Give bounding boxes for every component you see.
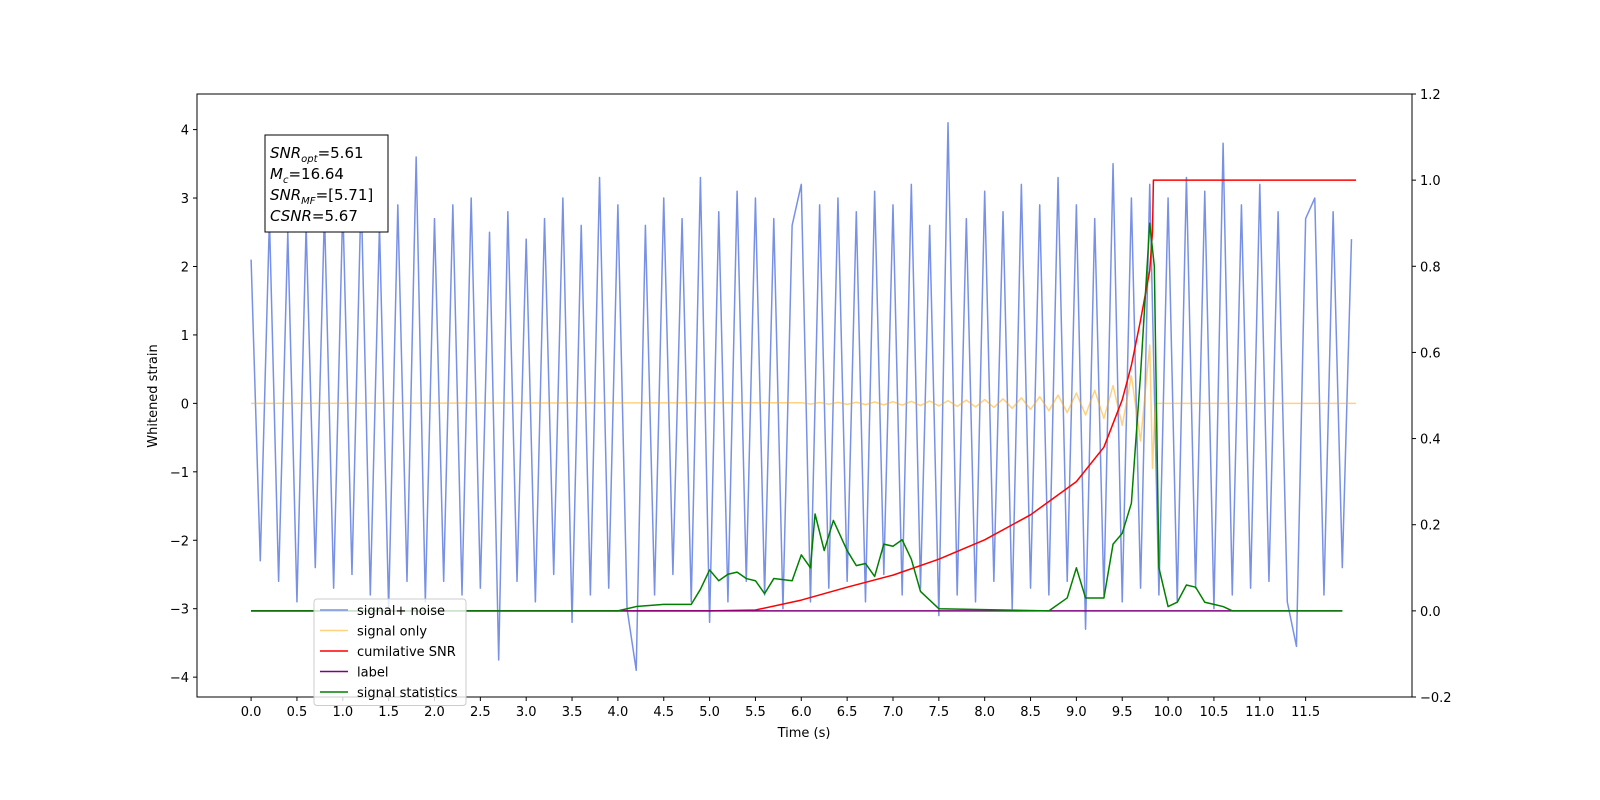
annotation-symbol: SNR bbox=[270, 186, 301, 204]
annotation-value: =5.67 bbox=[312, 207, 358, 225]
y-tick-label: 0 bbox=[181, 397, 189, 412]
x-tick-label: 5.0 bbox=[699, 705, 720, 720]
x-tick-label: 8.0 bbox=[974, 705, 995, 720]
x-axis-label: Time (s) bbox=[777, 726, 831, 741]
y-tick-label: −1 bbox=[170, 466, 189, 481]
legend-label: signal+ noise bbox=[357, 604, 445, 619]
annotation-text: SNRopt=5.61 bbox=[270, 144, 364, 165]
y2-tick-label: 1.0 bbox=[1420, 174, 1441, 189]
x-tick-label: 3.5 bbox=[562, 705, 583, 720]
x-tick-label: 1.5 bbox=[378, 705, 399, 720]
x-tick-label: 10.5 bbox=[1199, 705, 1228, 720]
annotation-box bbox=[264, 134, 389, 233]
legend-label: label bbox=[357, 666, 388, 681]
legend-label: signal statistics bbox=[357, 686, 458, 701]
y2-tick-label: −0.2 bbox=[1420, 691, 1452, 706]
y2-tick-label: 0.2 bbox=[1420, 519, 1441, 534]
annotation-text: SNRMF=[5.71] bbox=[270, 186, 373, 207]
y-tick-label: 3 bbox=[181, 192, 189, 207]
x-tick-label: 2.0 bbox=[424, 705, 445, 720]
y-tick-label: −3 bbox=[170, 603, 189, 618]
annotation-subscript: MF bbox=[301, 196, 316, 207]
annotation-value: =16.64 bbox=[288, 165, 344, 183]
y2-tick-label: 0.0 bbox=[1420, 605, 1441, 620]
annotation-symbol: SNR bbox=[270, 144, 301, 162]
y2-tick-label: 1.2 bbox=[1420, 88, 1441, 103]
y2-tick-label: 0.4 bbox=[1420, 433, 1441, 448]
series-line bbox=[250, 122, 1353, 672]
axes-frame bbox=[196, 93, 1413, 698]
y-tick-label: −2 bbox=[170, 534, 189, 549]
y-tick-label: 4 bbox=[181, 124, 189, 139]
y-axis-label: Whitened strain bbox=[146, 344, 161, 447]
annotation-subscript: c bbox=[283, 175, 289, 186]
annotation-value: =5.61 bbox=[318, 144, 364, 162]
x-tick-label: 3.0 bbox=[516, 705, 537, 720]
annotation-subscript: opt bbox=[301, 154, 318, 165]
legend-box bbox=[313, 598, 467, 706]
annotation-value: =[5.71] bbox=[316, 186, 374, 204]
series-line bbox=[251, 344, 1357, 470]
y2-tick-label: 0.8 bbox=[1420, 260, 1441, 275]
x-tick-label: 0.5 bbox=[287, 705, 308, 720]
x-tick-label: 1.0 bbox=[332, 705, 353, 720]
x-tick-label: 8.5 bbox=[1020, 705, 1041, 720]
series-line bbox=[251, 179, 1357, 612]
x-tick-label: 11.0 bbox=[1245, 705, 1274, 720]
x-tick-label: 9.5 bbox=[1112, 705, 1133, 720]
annotation-symbol: M bbox=[270, 165, 283, 183]
annotation-text: CSNR=5.67 bbox=[270, 207, 358, 225]
legend-label: cumilative SNR bbox=[357, 645, 456, 660]
x-tick-label: 9.0 bbox=[1066, 705, 1087, 720]
y-tick-label: 2 bbox=[181, 260, 189, 275]
series-line bbox=[251, 222, 1343, 612]
annotation-symbol: CSNR bbox=[270, 207, 312, 225]
x-tick-label: 4.5 bbox=[653, 705, 674, 720]
x-tick-label: 0.0 bbox=[241, 705, 262, 720]
annotation-text: Mc=16.64 bbox=[270, 165, 344, 186]
x-tick-label: 2.5 bbox=[470, 705, 491, 720]
y-tick-label: −4 bbox=[170, 671, 189, 686]
y-tick-label: 1 bbox=[181, 329, 189, 344]
x-tick-label: 4.0 bbox=[608, 705, 629, 720]
x-tick-label: 7.5 bbox=[928, 705, 949, 720]
x-tick-label: 11.5 bbox=[1291, 705, 1320, 720]
legend: signal+ noise signal only cumilative SNR la… bbox=[313, 598, 467, 706]
x-tick-label: 6.5 bbox=[837, 705, 858, 720]
x-tick-label: 5.5 bbox=[745, 705, 766, 720]
y2-tick-label: 0.6 bbox=[1420, 346, 1441, 361]
x-tick-label: 6.0 bbox=[791, 705, 812, 720]
x-tick-label: 10.0 bbox=[1154, 705, 1183, 720]
legend-label: signal only bbox=[357, 625, 427, 640]
x-tick-label: 7.0 bbox=[883, 705, 904, 720]
